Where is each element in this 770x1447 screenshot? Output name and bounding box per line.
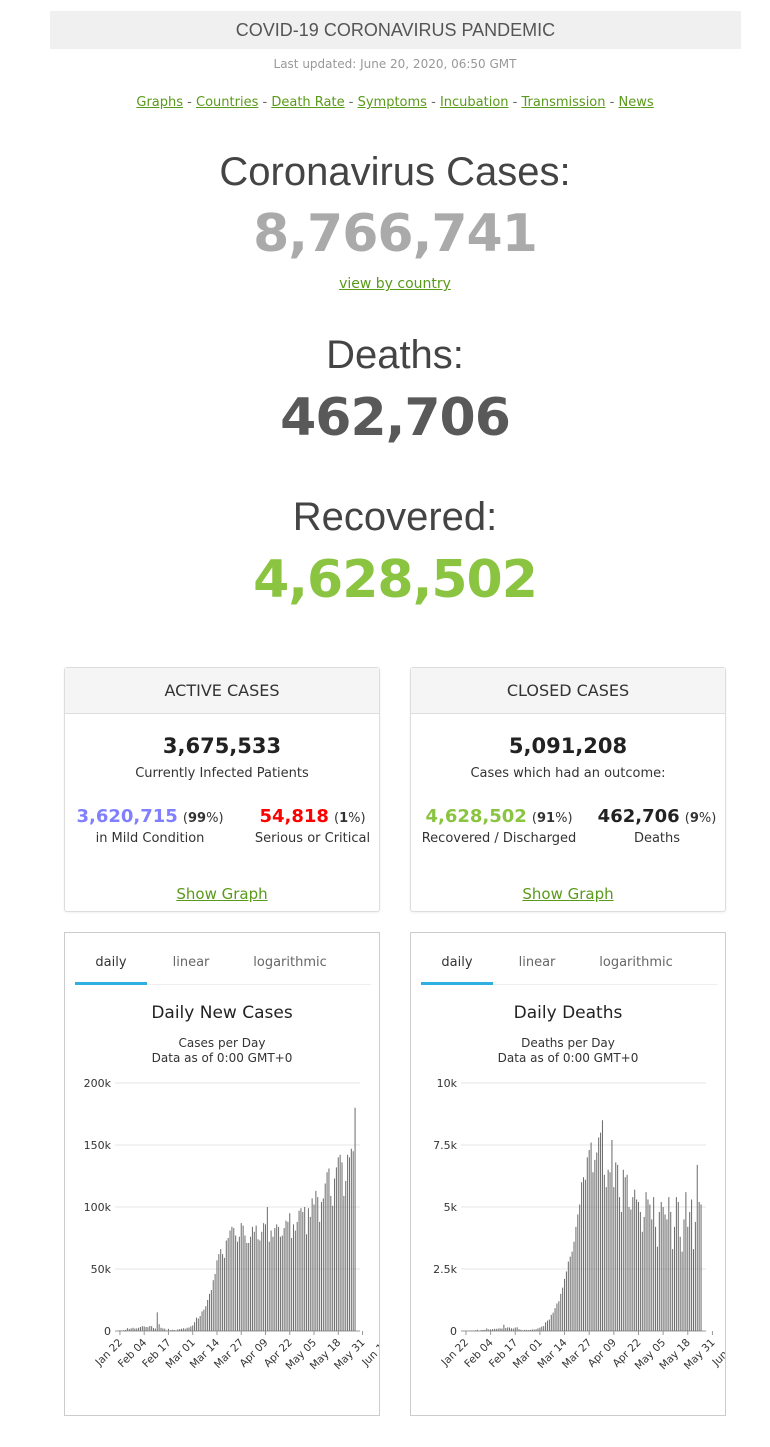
serious-percent: 1 xyxy=(339,811,348,826)
active-cases-subtitle: Currently Infected Patients xyxy=(65,766,379,781)
chart-subtitle: Deaths per Day Data as of 0:00 GMT+0 xyxy=(411,1036,725,1066)
closed-recovered-percent: 91 xyxy=(537,811,555,826)
y-tick-label: 5k xyxy=(444,1201,458,1214)
chart-tabs: daily linear logarithmic xyxy=(75,943,371,985)
nav-separator: - xyxy=(431,95,436,110)
nav-link-death-rate[interactable]: Death Rate xyxy=(271,95,344,110)
chart-subtitle-line: Deaths per Day xyxy=(411,1036,725,1051)
y-tick-label: 200k xyxy=(84,1077,112,1090)
closed-show-graph: Show Graph xyxy=(411,885,725,903)
nav-link-incubation[interactable]: Incubation xyxy=(440,95,509,110)
y-tick-label: 7.5k xyxy=(433,1139,457,1152)
chart-tabs: daily linear logarithmic xyxy=(421,943,717,985)
chart-title: Daily Deaths xyxy=(411,1003,725,1023)
closed-cases-title: CLOSED CASES xyxy=(411,668,725,714)
mild-label: in Mild Condition xyxy=(75,831,225,846)
closed-deaths-stat: 462,706 (9%) Deaths xyxy=(596,806,718,846)
nav-separator: - xyxy=(349,95,354,110)
active-show-graph: Show Graph xyxy=(65,885,379,903)
nav-links: Graphs - Countries - Death Rate - Sympto… xyxy=(0,95,770,110)
tab-logarithmic[interactable]: logarithmic xyxy=(586,943,686,985)
mild-condition-stat: 3,620,715 (99%) in Mild Condition xyxy=(75,806,225,846)
nav-link-transmission[interactable]: Transmission xyxy=(522,95,606,110)
cases-count: 8,766,741 xyxy=(0,204,770,264)
y-tick-label: 10k xyxy=(437,1077,458,1090)
y-tick-label: 150k xyxy=(84,1139,112,1152)
nav-separator: - xyxy=(263,95,268,110)
active-show-graph-link[interactable]: Show Graph xyxy=(176,885,267,903)
view-by-country: view by country xyxy=(0,276,770,292)
serious-label: Serious or Critical xyxy=(245,831,380,846)
chart-title: Daily New Cases xyxy=(65,1003,379,1023)
nav-separator: - xyxy=(610,95,615,110)
active-cases-panel: ACTIVE CASES 3,675,533 Currently Infecte… xyxy=(64,667,380,912)
closed-deaths-percent: 9 xyxy=(690,811,699,826)
active-cases-title: ACTIVE CASES xyxy=(65,668,379,714)
cases-label: Coronavirus Cases: xyxy=(0,150,770,195)
chart-subtitle: Cases per Day Data as of 0:00 GMT+0 xyxy=(65,1036,379,1066)
closed-recovered-count: 4,628,502 xyxy=(425,806,526,827)
tab-daily[interactable]: daily xyxy=(75,943,147,985)
mild-percent: 99 xyxy=(188,811,206,826)
tab-daily[interactable]: daily xyxy=(421,943,493,985)
deaths-label: Deaths: xyxy=(0,333,770,378)
serious-condition-stat: 54,818 (1%) Serious or Critical xyxy=(245,806,380,846)
deaths-count: 462,706 xyxy=(0,388,770,448)
daily-new-cases-chart-panel: daily linear logarithmic Daily New Cases… xyxy=(64,932,380,1416)
closed-deaths-count: 462,706 xyxy=(598,806,680,827)
tab-linear[interactable]: linear xyxy=(157,943,225,985)
page-title: COVID-19 CORONAVIRUS PANDEMIC xyxy=(236,20,555,41)
closed-show-graph-link[interactable]: Show Graph xyxy=(522,885,613,903)
recovered-discharged-label: Recovered / Discharged xyxy=(419,831,579,846)
recovered-label: Recovered: xyxy=(0,495,770,540)
mild-count: 3,620,715 xyxy=(76,806,177,827)
serious-count: 54,818 xyxy=(259,806,328,827)
y-tick-label: 50k xyxy=(91,1263,112,1276)
y-tick-label: 0 xyxy=(104,1325,111,1338)
nav-link-countries[interactable]: Countries xyxy=(196,95,258,110)
y-tick-label: 0 xyxy=(450,1325,457,1338)
tab-logarithmic[interactable]: logarithmic xyxy=(240,943,340,985)
y-tick-label: 100k xyxy=(84,1201,112,1214)
closed-cases-total: 5,091,208 xyxy=(411,734,725,758)
tab-linear[interactable]: linear xyxy=(503,943,571,985)
recovered-count: 4,628,502 xyxy=(0,550,770,610)
nav-link-news[interactable]: News xyxy=(618,95,653,110)
nav-separator: - xyxy=(513,95,518,110)
nav-link-graphs[interactable]: Graphs xyxy=(136,95,183,110)
view-by-country-link[interactable]: view by country xyxy=(339,276,451,292)
page-title-bar: COVID-19 CORONAVIRUS PANDEMIC xyxy=(50,11,741,49)
closed-cases-panel: CLOSED CASES 5,091,208 Cases which had a… xyxy=(410,667,726,912)
closed-deaths-label: Deaths xyxy=(596,831,718,846)
nav-separator: - xyxy=(187,95,192,110)
recovered-stat: 4,628,502 (91%) Recovered / Discharged xyxy=(419,806,579,846)
last-updated: Last updated: June 20, 2020, 06:50 GMT xyxy=(0,57,770,71)
y-tick-label: 2.5k xyxy=(433,1263,457,1276)
daily-deaths-chart-panel: daily linear logarithmic Daily Deaths De… xyxy=(410,932,726,1416)
active-cases-total: 3,675,533 xyxy=(65,734,379,758)
nav-link-symptoms[interactable]: Symptoms xyxy=(358,95,427,110)
closed-cases-subtitle: Cases which had an outcome: xyxy=(411,766,725,781)
chart-subtitle-line: Cases per Day xyxy=(65,1036,379,1051)
